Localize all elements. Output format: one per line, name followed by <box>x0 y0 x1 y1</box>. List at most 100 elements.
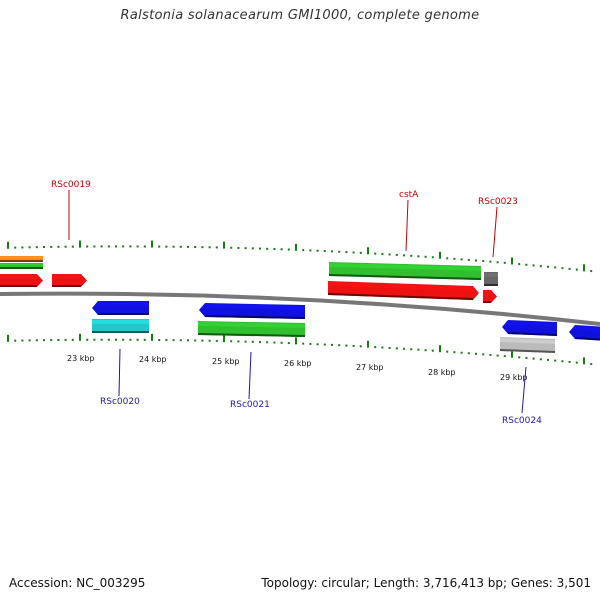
tick-minor <box>43 246 45 249</box>
feature-blue-rsc0024[interactable] <box>502 320 557 336</box>
scale-labels: 23 kbp 24 kbp 25 kbp 26 kbp 27 kbp 28 kb… <box>67 354 528 382</box>
tick-minor <box>475 259 477 262</box>
tick-minor <box>266 341 269 344</box>
tick-major <box>151 333 153 341</box>
feature-red-rsc0023[interactable] <box>483 290 497 303</box>
tick-major <box>79 240 81 248</box>
gene-label-rsc0019[interactable]: RSc0019 <box>51 180 91 190</box>
tick-minor <box>64 338 67 341</box>
feature-blue-rsc0024-shadow <box>508 332 557 336</box>
tick-minor <box>424 349 427 352</box>
feature-red-csta[interactable] <box>328 281 479 300</box>
feature-green-csta[interactable] <box>329 262 481 280</box>
outer-tick-ring <box>7 240 593 273</box>
tick-minor <box>532 357 535 360</box>
tick-minor <box>237 246 240 249</box>
tick-minor <box>179 339 182 342</box>
feature-green-highlight <box>0 264 43 266</box>
tick-minor <box>518 356 521 359</box>
inner-tick-ring <box>7 333 593 366</box>
feature-cyan-rsc0020[interactable] <box>92 319 149 333</box>
genome-backbone <box>0 291 600 326</box>
label-leader-line <box>118 348 121 397</box>
feature-cyan-rsc0020-highlight <box>92 320 149 324</box>
tick-minor <box>237 340 240 343</box>
tick-minor <box>503 261 506 264</box>
tick-minor <box>431 256 434 259</box>
feature-lightgray-rsc0024[interactable] <box>500 337 555 353</box>
tick-major <box>439 345 441 353</box>
tick-major <box>79 333 81 341</box>
tick-minor <box>381 346 384 349</box>
tick-minor <box>259 247 261 250</box>
genome-summary: Topology: circular; Length: 3,716,413 bp… <box>261 576 591 590</box>
feature-red-rsc0019[interactable] <box>52 274 87 287</box>
tick-minor <box>165 245 168 248</box>
gene-label-csta[interactable]: cstA <box>399 190 419 200</box>
tick-minor <box>316 249 319 252</box>
feature-blue-rsc0020-highlight <box>98 302 149 306</box>
tick-minor <box>273 341 276 344</box>
tick-minor <box>302 249 305 252</box>
tick-minor <box>50 245 53 248</box>
tick-minor <box>575 268 578 271</box>
tick-minor <box>547 265 549 268</box>
tick-major <box>295 243 297 251</box>
feature-orange[interactable] <box>0 256 43 262</box>
tick-minor <box>489 260 492 263</box>
tick-minor <box>266 247 269 250</box>
tick-minor <box>381 253 384 256</box>
tick-minor <box>590 270 593 273</box>
tick-minor <box>107 338 110 341</box>
tick-minor <box>590 363 593 366</box>
tick-minor <box>208 246 211 249</box>
gene-label-rsc0024[interactable]: RSc0024 <box>502 416 542 426</box>
feature-green[interactable] <box>0 263 43 269</box>
scale-label: 29 kbp <box>500 373 528 382</box>
feature-blue-rsc0025-highlight <box>575 326 600 332</box>
feature-lightgray-rsc0024-shadow <box>500 349 555 353</box>
tick-minor <box>129 245 132 248</box>
feature-gray-rsc0023[interactable] <box>484 272 498 286</box>
tick-major <box>511 350 513 358</box>
tick-minor <box>244 247 247 250</box>
tick-minor <box>539 265 542 268</box>
tick-minor <box>129 338 132 341</box>
gene-label-rsc0021[interactable]: RSc0021 <box>230 400 270 410</box>
tick-minor <box>187 245 189 248</box>
tick-major <box>511 257 513 265</box>
gene-label-rsc0020[interactable]: RSc0020 <box>100 397 140 407</box>
tick-major <box>583 264 585 272</box>
tick-minor <box>539 358 542 361</box>
feature-red-rsc0018[interactable] <box>0 274 43 287</box>
tick-major <box>223 241 225 249</box>
feature-blue-rsc0020[interactable] <box>92 301 149 315</box>
feature-green-csta-shadow <box>329 274 481 280</box>
feature-green-rsc0021[interactable] <box>198 321 305 337</box>
feature-blue-rsc0025[interactable] <box>569 325 600 341</box>
tick-minor <box>410 254 413 257</box>
tick-minor <box>525 263 528 266</box>
feature-blue-rsc0021[interactable] <box>199 303 305 319</box>
tick-minor <box>50 339 53 342</box>
tick-minor <box>187 339 189 342</box>
scale-label: 27 kbp <box>356 363 384 372</box>
tick-minor <box>302 342 305 345</box>
feature-red-rsc0018-highlight <box>0 275 37 279</box>
tick-minor <box>489 353 492 356</box>
tick-minor <box>395 253 398 256</box>
tick-minor <box>331 343 333 346</box>
tick-minor <box>496 261 499 264</box>
gene-label-rsc0023[interactable]: RSc0023 <box>478 197 518 207</box>
tick-minor <box>57 245 60 248</box>
map-title: Ralstonia solanacearum GMI1000, complete… <box>120 8 480 23</box>
tick-minor <box>158 245 161 248</box>
feature-blue-rsc0021-highlight <box>205 304 305 310</box>
feature-blue-rsc0025-shadow <box>575 337 600 341</box>
tick-minor <box>280 341 283 344</box>
tick-minor <box>532 264 535 267</box>
tick-minor <box>316 343 319 346</box>
feature-green-shadow <box>0 267 43 269</box>
feature-red-csta-shadow <box>328 293 473 300</box>
tick-minor <box>453 257 456 260</box>
